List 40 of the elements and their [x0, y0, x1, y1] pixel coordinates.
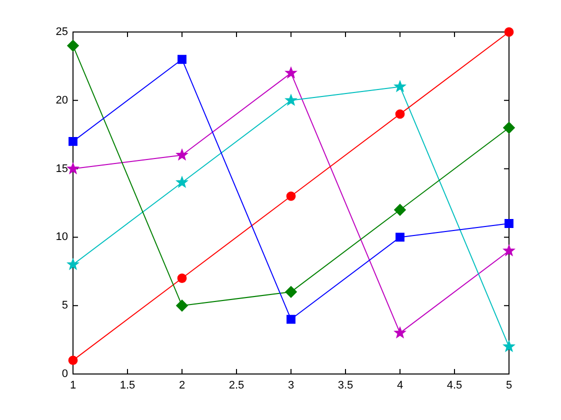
x-tick-label: 2 — [178, 380, 186, 392]
y-tick-label: 0 — [62, 368, 68, 380]
x-tick-label: 3.5 — [338, 380, 354, 392]
x-tick-label: 3 — [288, 380, 294, 392]
x-tick-label: 2.5 — [228, 380, 244, 392]
point — [67, 258, 79, 270]
y-tick-label: 5 — [62, 300, 68, 312]
point — [285, 94, 297, 106]
x-tick-label: 1.5 — [120, 380, 136, 392]
point — [178, 54, 186, 64]
point — [395, 109, 405, 119]
point — [394, 327, 406, 338]
x-tick-label: 4 — [396, 380, 404, 392]
x-tick-label: 5 — [506, 380, 512, 392]
x-tick-label: 4.5 — [446, 380, 462, 392]
point — [503, 340, 515, 352]
point — [286, 314, 296, 324]
y-tick-label: 10 — [56, 231, 68, 244]
point — [503, 122, 515, 134]
point — [504, 219, 514, 228]
point — [396, 232, 404, 242]
point — [177, 274, 187, 283]
point — [176, 149, 188, 160]
y-tick-label: 15 — [56, 162, 68, 175]
x-tick-label: 1 — [70, 380, 76, 392]
point — [504, 27, 514, 37]
point — [68, 136, 78, 146]
point — [503, 244, 515, 256]
y-tick-label: 25 — [56, 26, 68, 38]
point — [68, 356, 78, 366]
y-tick-label: 20 — [56, 94, 68, 106]
point — [67, 162, 79, 174]
point — [176, 176, 188, 188]
point — [286, 191, 296, 201]
point — [394, 204, 406, 216]
point — [394, 80, 406, 92]
point — [285, 286, 297, 298]
point — [176, 300, 188, 312]
point — [285, 67, 297, 78]
point — [67, 40, 79, 52]
